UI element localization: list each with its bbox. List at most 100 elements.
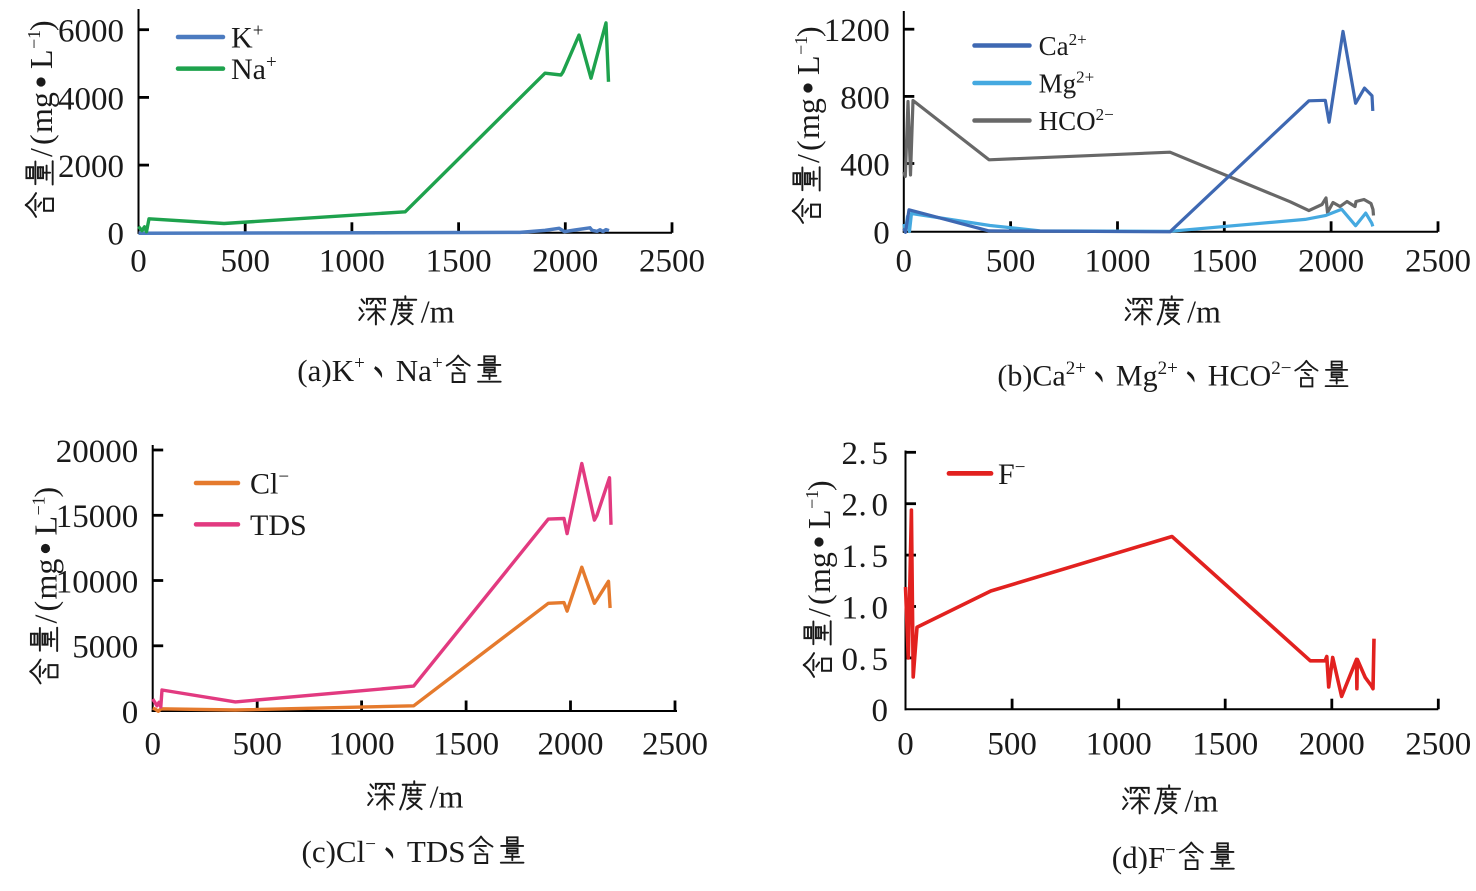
svg-text:+: + — [432, 353, 443, 374]
svg-text:1000: 1000 — [329, 727, 395, 763]
svg-text:0: 0 — [872, 693, 889, 729]
svg-text:2−: 2− — [1096, 105, 1114, 124]
svg-text:2000: 2000 — [532, 244, 598, 280]
svg-text:F: F — [998, 458, 1015, 491]
svg-text:Mg: Mg — [1116, 360, 1158, 393]
svg-text:0: 0 — [130, 244, 147, 280]
svg-text:500: 500 — [220, 244, 270, 280]
svg-text:2000: 2000 — [538, 727, 604, 763]
svg-text:500: 500 — [986, 244, 1036, 280]
svg-text:HCO: HCO — [1039, 106, 1096, 136]
svg-text:1200: 1200 — [824, 13, 890, 49]
svg-text:−1: −1 — [24, 30, 44, 49]
svg-text:): ) — [790, 26, 826, 37]
svg-text:(: ( — [28, 601, 64, 612]
svg-text:1500: 1500 — [433, 727, 499, 763]
svg-text:TDS: TDS — [407, 834, 466, 869]
svg-text:Mg: Mg — [1039, 69, 1077, 99]
svg-text:1500: 1500 — [426, 244, 492, 280]
svg-text:2500: 2500 — [1405, 727, 1471, 763]
svg-text:20000: 20000 — [56, 434, 139, 470]
svg-text:(: ( — [23, 134, 59, 145]
svg-text:0: 0 — [144, 727, 161, 763]
svg-text:0: 0 — [108, 217, 125, 253]
svg-text:.: . — [859, 436, 867, 472]
svg-text:/: / — [790, 154, 826, 163]
svg-text:2+: 2+ — [1069, 30, 1087, 49]
svg-text:2+: 2+ — [1158, 358, 1178, 379]
svg-text:0: 0 — [842, 642, 859, 678]
svg-text:10000: 10000 — [56, 564, 139, 600]
svg-text:/m: /m — [421, 294, 455, 330]
svg-text:6000: 6000 — [58, 14, 124, 50]
svg-text:TDS: TDS — [250, 509, 307, 542]
svg-text:): ) — [801, 480, 837, 491]
svg-text:400: 400 — [840, 147, 890, 183]
svg-text:(: ( — [801, 594, 837, 605]
svg-text:5: 5 — [872, 642, 889, 678]
svg-text:mg: mg — [790, 98, 826, 139]
svg-text:(b)Ca: (b)Ca — [997, 360, 1065, 393]
svg-text:Cl: Cl — [250, 468, 278, 501]
svg-text:1500: 1500 — [1191, 244, 1257, 280]
svg-text:2000: 2000 — [58, 149, 124, 185]
svg-text:2: 2 — [842, 488, 859, 524]
svg-text:5000: 5000 — [72, 630, 138, 666]
svg-text:): ) — [23, 20, 59, 31]
svg-text:L: L — [801, 509, 837, 529]
svg-text:5: 5 — [872, 436, 889, 472]
svg-text:1000: 1000 — [1085, 244, 1151, 280]
svg-text:2500: 2500 — [1405, 244, 1471, 280]
svg-text:0: 0 — [872, 488, 889, 524]
svg-text:): ) — [28, 487, 64, 498]
svg-text:−: − — [1165, 840, 1176, 861]
svg-text:+: + — [253, 21, 264, 42]
svg-text:L: L — [790, 55, 826, 75]
svg-text:−1: −1 — [802, 490, 822, 509]
svg-text:4000: 4000 — [58, 81, 124, 117]
svg-text:L: L — [28, 516, 64, 536]
svg-text:0: 0 — [122, 695, 139, 731]
svg-text:/m: /m — [1187, 294, 1221, 330]
svg-text:15000: 15000 — [56, 499, 139, 535]
svg-text:2: 2 — [842, 436, 859, 472]
svg-text:(: ( — [790, 140, 826, 151]
svg-text:.: . — [859, 539, 867, 575]
svg-text:mg: mg — [801, 552, 837, 593]
svg-text:5: 5 — [872, 539, 889, 575]
svg-text:+: + — [354, 353, 365, 374]
svg-text:/m: /m — [430, 779, 464, 815]
svg-text:HCO: HCO — [1208, 360, 1271, 393]
svg-text:500: 500 — [232, 727, 282, 763]
svg-text:−: − — [365, 834, 376, 855]
svg-text:2500: 2500 — [642, 727, 708, 763]
svg-text:K: K — [231, 22, 253, 55]
svg-text:2000: 2000 — [1298, 244, 1364, 280]
svg-text:0: 0 — [872, 590, 889, 626]
svg-text:1: 1 — [842, 590, 859, 626]
svg-text:−1: −1 — [791, 36, 811, 55]
svg-text:mg: mg — [23, 92, 59, 133]
svg-text:+: + — [266, 52, 277, 73]
svg-text:Ca: Ca — [1039, 31, 1069, 61]
svg-text:2+: 2+ — [1066, 358, 1086, 379]
svg-text:−: − — [1015, 457, 1026, 478]
svg-text:1000: 1000 — [319, 244, 385, 280]
svg-text:2000: 2000 — [1299, 727, 1365, 763]
svg-text:800: 800 — [840, 80, 890, 116]
svg-text:500: 500 — [987, 727, 1037, 763]
svg-text:2+: 2+ — [1076, 68, 1094, 87]
svg-text:1000: 1000 — [1086, 727, 1152, 763]
svg-text:L: L — [23, 49, 59, 69]
svg-text:.: . — [859, 590, 867, 626]
svg-text:/: / — [801, 608, 837, 617]
svg-text:.: . — [859, 642, 867, 678]
svg-text:(a)K: (a)K — [297, 353, 354, 388]
svg-text:/m: /m — [1185, 783, 1219, 819]
svg-text:1500: 1500 — [1192, 727, 1258, 763]
svg-text:.: . — [859, 488, 867, 524]
svg-text:−1: −1 — [29, 496, 49, 515]
svg-text:Na: Na — [396, 353, 432, 388]
svg-text:0: 0 — [873, 216, 890, 252]
svg-text:Na: Na — [231, 53, 266, 86]
